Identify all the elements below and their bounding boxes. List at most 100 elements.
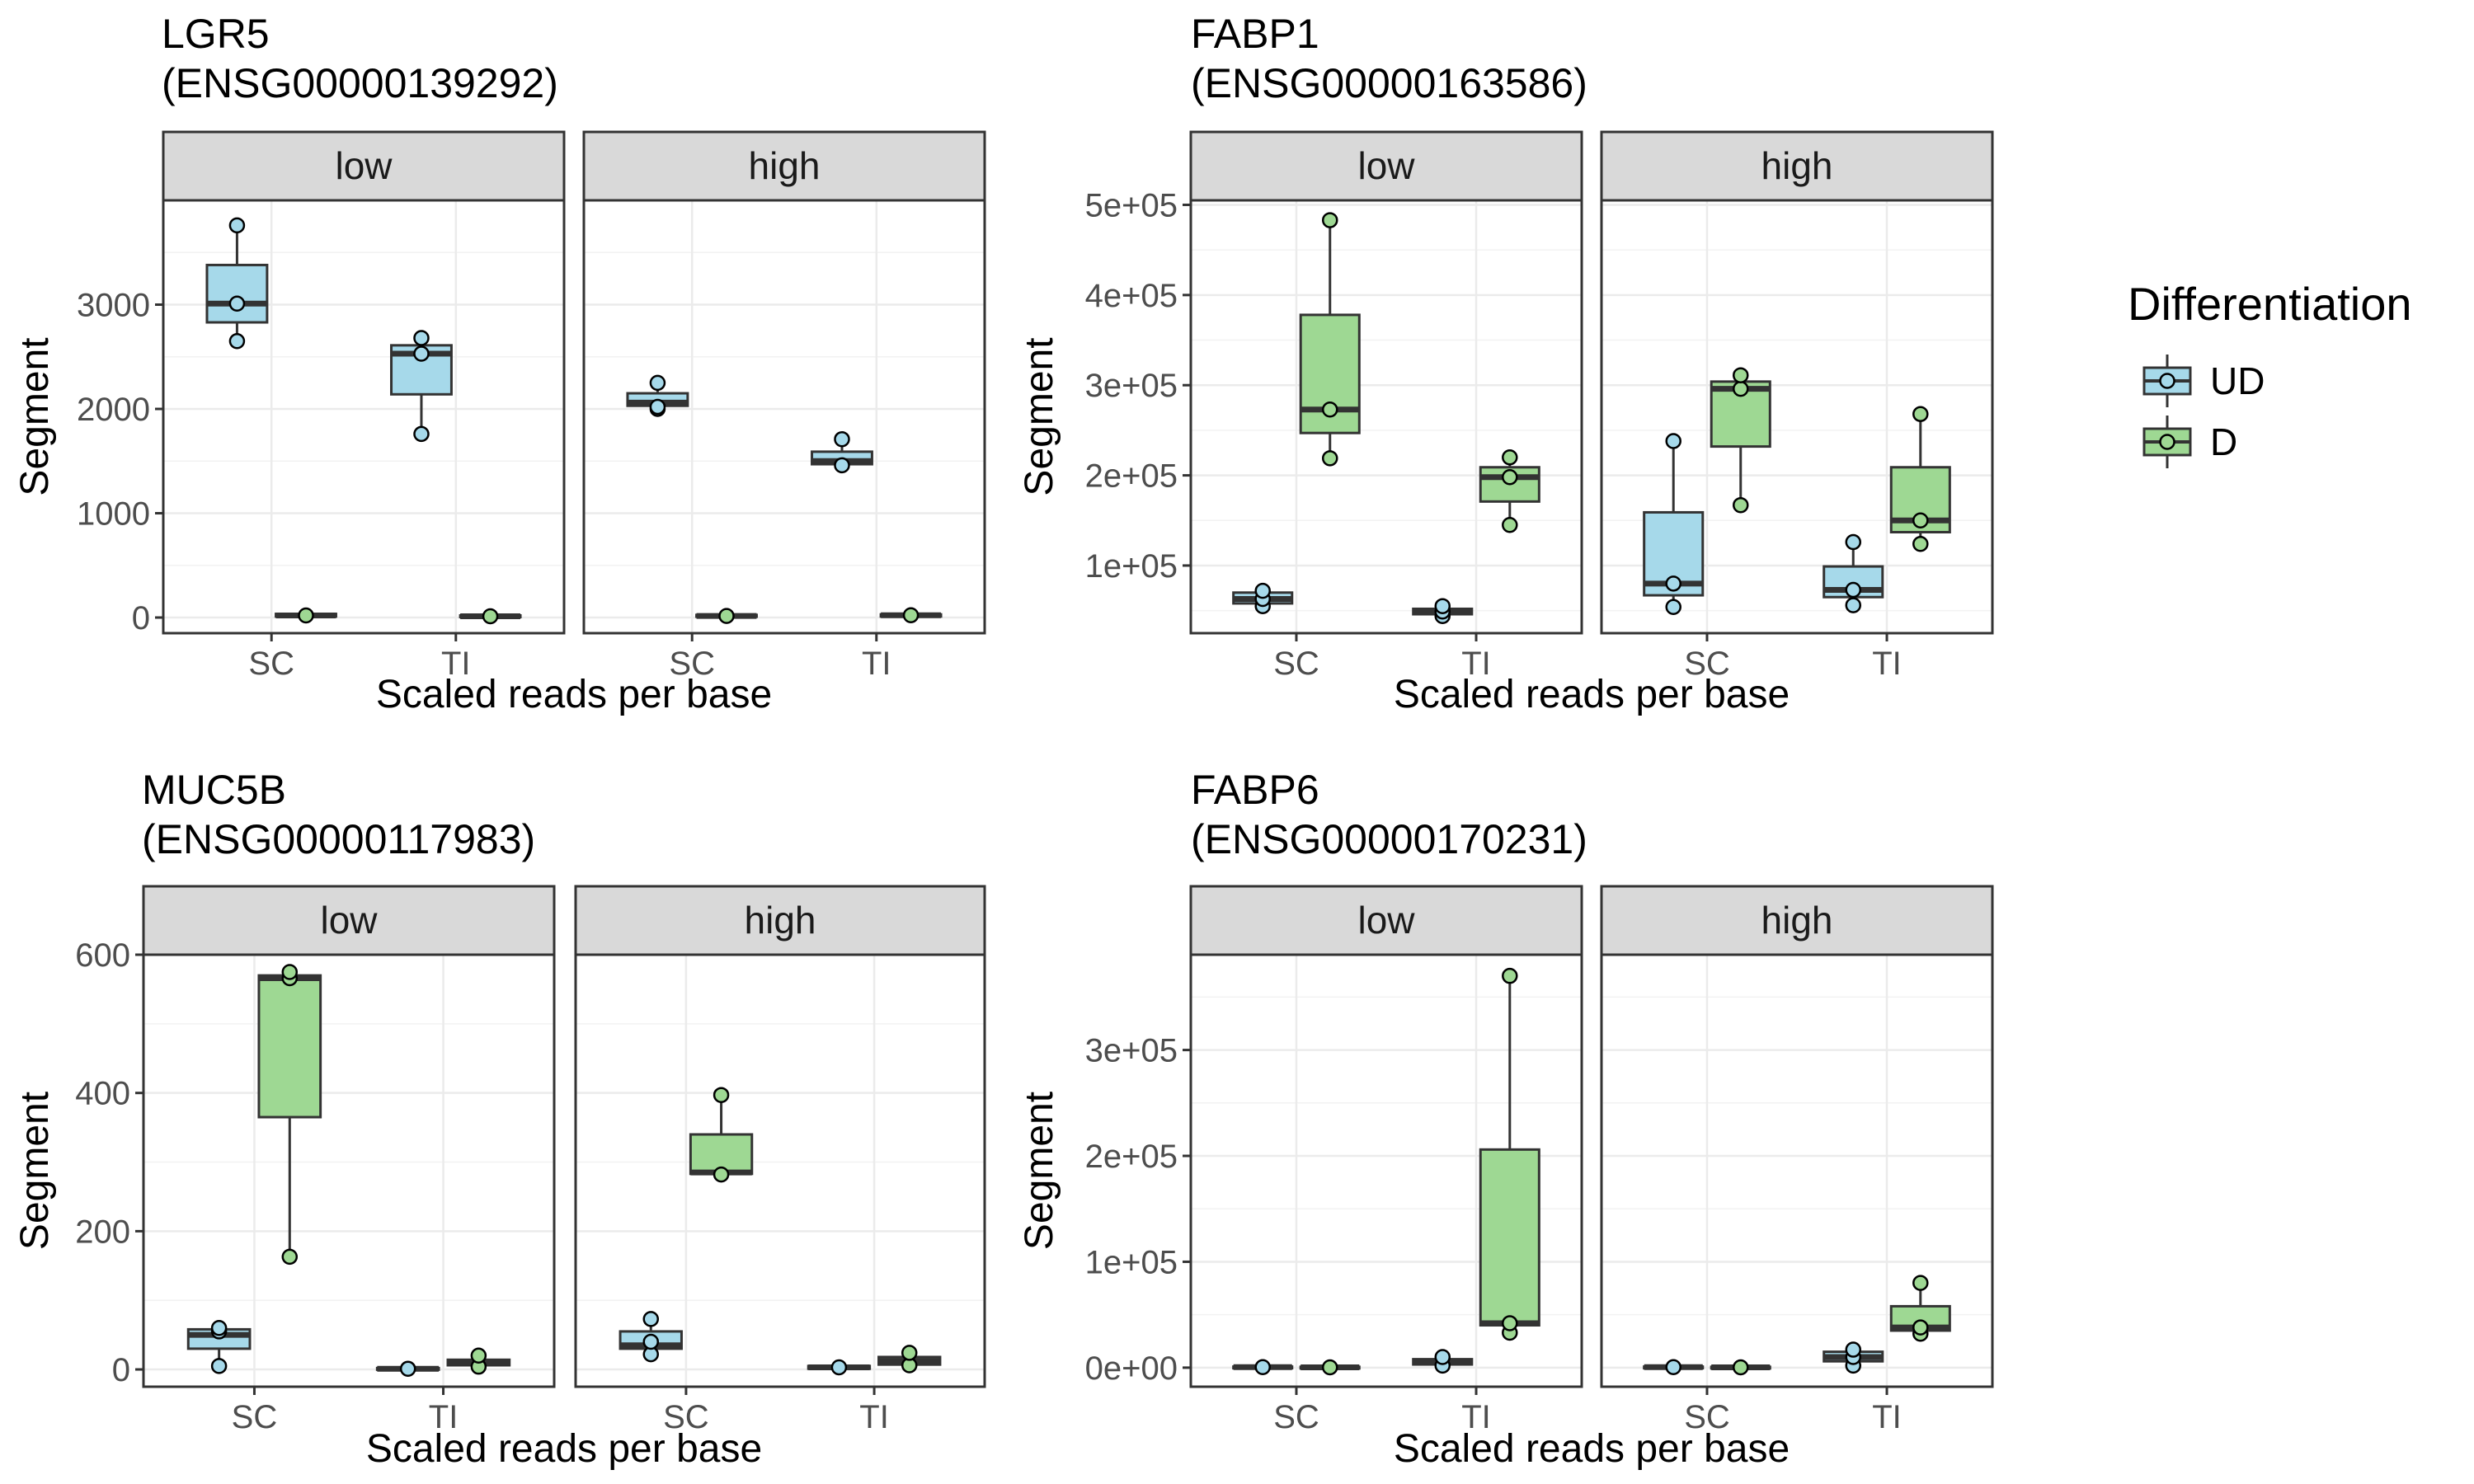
facet-label: high [749,144,821,187]
x-tick-label: TI [1872,1399,1902,1435]
y-axis-title: Segment [13,1092,57,1250]
data-point [642,1311,660,1327]
data-point [228,295,246,312]
facet-label: low [335,144,393,187]
data-point [649,374,666,392]
data-point [298,607,314,624]
data-point [1502,448,1518,466]
facet-strip [162,130,566,202]
facet-label: low [1357,144,1415,187]
panel-border [1189,953,1583,1388]
data-point [642,1333,660,1350]
x-tick-label: TI [441,646,471,682]
x-axis-title: Scaled reads per base [376,673,772,716]
facet-strip [1600,885,1994,956]
data-point [834,430,850,448]
y-tick-label: 3e+05 [1085,368,1178,404]
data-point [1665,575,1681,592]
x-tick-label: SC [248,646,294,682]
x-axis-title: Scaled reads per base [1394,673,1790,716]
data-point [1321,450,1338,467]
data-point [1665,433,1681,449]
data-point [713,1087,730,1103]
data-point [1254,1359,1271,1375]
box-ud [205,263,269,324]
data-point [228,333,246,350]
chart-subtitle: (ENSG00000139292) [162,60,558,106]
data-point [413,345,430,362]
chart-title: FABP6 [1191,767,1319,813]
y-tick-label: 3000 [77,288,150,324]
legend-title: Differentiation [2128,278,2412,330]
legend-key-point [2159,434,2175,450]
data-point [413,425,430,443]
y-tick-label: 400 [75,1076,130,1112]
data-point [901,1345,918,1361]
data-point [1434,1349,1451,1365]
panel-border [1189,199,1583,635]
data-point [1502,967,1518,984]
chart-title: LGR5 [162,11,270,57]
panel-border [162,199,566,635]
data-point [1502,469,1518,486]
data-point [830,1359,848,1376]
data-point [1912,1275,1929,1291]
y-tick-label: 3e+05 [1085,1033,1178,1069]
data-point [1912,512,1929,529]
data-point [1845,1341,1862,1358]
panel-background [143,955,554,1387]
y-axis-title: Segment [1018,1092,1061,1250]
data-point [1665,599,1681,616]
x-tick-label: TI [859,1399,889,1435]
data-point [902,607,920,623]
data-point [1732,380,1749,397]
x-tick-label: TI [862,646,891,682]
y-axis-title: Segment [1018,337,1061,495]
data-point [1845,581,1862,599]
data-point [1732,367,1749,383]
x-tick-label: SC [1273,646,1319,682]
facet-strip [574,885,986,956]
box-d [1479,1148,1540,1327]
x-tick-label: SC [232,1399,278,1435]
legend-label-ud: UD [2210,359,2265,402]
x-tick-label: SC [669,646,715,682]
x-axis-title: Scaled reads per base [366,1427,762,1471]
x-tick-label: TI [1461,646,1491,682]
data-point [718,608,735,624]
data-point [1845,533,1862,551]
facet-strip [1189,885,1583,956]
x-tick-label: SC [1684,1399,1730,1435]
data-point [834,457,850,474]
x-tick-label: TI [1461,1399,1491,1435]
y-tick-label: 1e+05 [1085,1244,1178,1280]
y-tick-label: 1e+05 [1085,548,1178,585]
y-tick-label: 5e+05 [1085,187,1178,223]
panel-border [142,953,556,1388]
x-tick-label: SC [1273,1399,1319,1435]
data-point [210,1358,228,1374]
data-point [399,1360,416,1377]
facet-label: high [745,899,816,942]
panel-border [1600,199,1994,635]
data-point [228,217,246,234]
facet-label: high [1761,144,1833,187]
panel-border [1600,953,1994,1388]
panel-border [582,199,986,635]
facet-strip [1600,130,1994,202]
y-tick-label: 4e+05 [1085,278,1178,314]
data-point [1845,597,1862,613]
x-axis-title: Scaled reads per base [1394,1427,1790,1471]
facet-label: low [1357,899,1415,942]
y-tick-label: 2e+05 [1085,1139,1178,1175]
y-tick-label: 0e+00 [1085,1350,1178,1387]
facet-strip [142,885,556,956]
x-tick-label: TI [1872,646,1902,682]
data-point [1912,535,1929,552]
data-point [1321,212,1338,228]
legend-label-d: D [2210,420,2237,463]
panel-border [574,953,986,1388]
y-tick-label: 1000 [77,496,150,533]
y-tick-label: 2000 [77,392,150,428]
y-tick-label: 600 [75,937,130,974]
